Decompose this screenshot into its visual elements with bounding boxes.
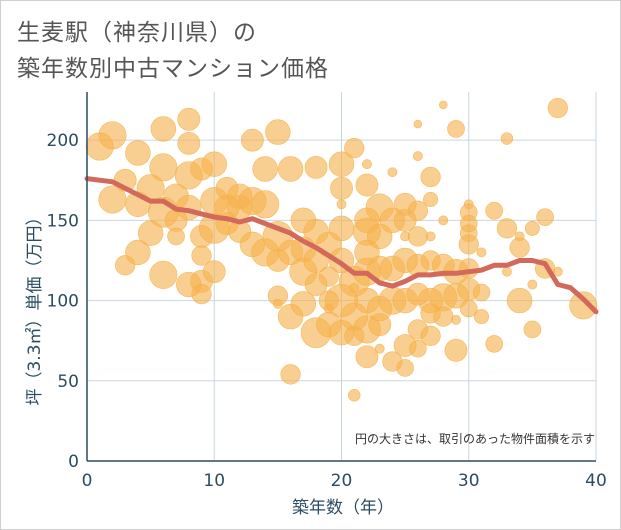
bubble-point [536,208,554,226]
bubble-point [496,218,518,239]
x-tick-label: 10 [203,471,225,491]
bubble-point [423,191,439,207]
y-tick-label: 50 [57,372,79,392]
bubble-point [444,338,468,362]
chart-title-line-2: 築年数別中古マンション価格 [17,56,329,82]
bubble-point [201,151,227,177]
bubble-point [409,339,427,358]
y-tick-label: 100 [47,292,79,312]
bubble-point [524,220,540,236]
bubble-point [149,153,178,182]
bubble-point [323,303,334,314]
bubble-point [552,266,563,277]
bubble-point [400,231,411,242]
bubble-point [547,97,568,119]
bubble-point [523,320,542,339]
bubble-point [476,247,487,258]
axes: 0 50 100 150 200 0 10 20 30 40 [47,92,607,491]
chart-title: 生麦駅（神奈川県）の 築年数別中古マンション価格 [17,15,329,87]
y-tick-label: 200 [47,131,79,151]
bubble-point [527,279,538,290]
bubble-point [330,176,353,200]
bubble-point [407,226,428,247]
bubble-point [407,200,428,221]
bubble-point [328,215,355,242]
bubble-point [472,283,491,302]
bubble-point [463,199,474,210]
y-tick-label: 0 [68,452,79,472]
bubble-point [355,173,379,197]
bubble-point [502,266,512,277]
chart-title-line-1: 生麦駅（神奈川県）の [17,20,257,46]
bubble-point [202,260,226,284]
bubble-point [569,291,598,320]
bubble-point [459,299,478,318]
bubble-point [473,309,489,325]
bubble-point [328,151,355,177]
bubble-point [485,201,504,220]
bubble-point [514,231,525,242]
bubble-point [396,359,414,377]
bubble-point [167,227,185,246]
x-axis-title: 築年数（年） [292,498,394,518]
bubble-point [447,120,465,138]
bubble-point [438,215,449,226]
bubble-point [252,156,278,182]
bubble-point [265,119,291,145]
bubble-point [412,151,423,162]
bubble-point [191,284,212,305]
bubble-point [150,116,177,142]
bubble-point [485,335,504,353]
bubble-point [439,100,448,110]
bubble-point [368,313,392,337]
bubble-point [251,190,280,219]
bubble-point [336,199,347,210]
y-axis-title: 坪（3.3㎡）単価（万円） [25,208,45,405]
bubble-point [318,266,339,287]
bubble-point [280,364,301,385]
bubble-point [277,156,304,182]
bubble-point [344,138,365,159]
y-tick-label: 150 [47,211,79,231]
bubble-point [149,260,178,289]
average-trend-line [84,176,599,315]
bubble-point [191,245,212,266]
size-note: 円の大きさは、取引のあった物件面積を示す [355,431,595,446]
bubble-point [506,287,533,314]
bubble-point [413,119,423,129]
bubble-point [125,140,151,166]
bubble-point [374,343,385,354]
bubble-point [177,107,201,131]
bubble-point [420,166,441,188]
bubble-point [349,282,360,293]
x-tick-label: 30 [458,471,480,491]
bubble-point [125,239,151,266]
bubble-point [362,159,372,170]
trend-line-group [84,176,599,315]
bubble-point [355,345,379,369]
bubble-point [387,167,398,178]
bubble-series [85,97,598,402]
bubble-point [304,156,328,179]
bubble-point [451,314,461,325]
bubble-point [98,121,127,150]
bubble-point [458,234,479,255]
bubble-point [272,298,283,309]
bubble-point [290,291,317,317]
bubble-point [348,389,361,402]
bubble-point [241,128,264,152]
bubble-point [420,325,441,346]
x-tick-label: 0 [82,471,93,491]
x-tick-label: 20 [331,471,353,491]
bubble-point [425,231,436,242]
bubble-point [433,306,454,327]
bubble-point [500,132,514,145]
bubble-point [177,131,201,155]
x-tick-label: 40 [585,471,607,491]
